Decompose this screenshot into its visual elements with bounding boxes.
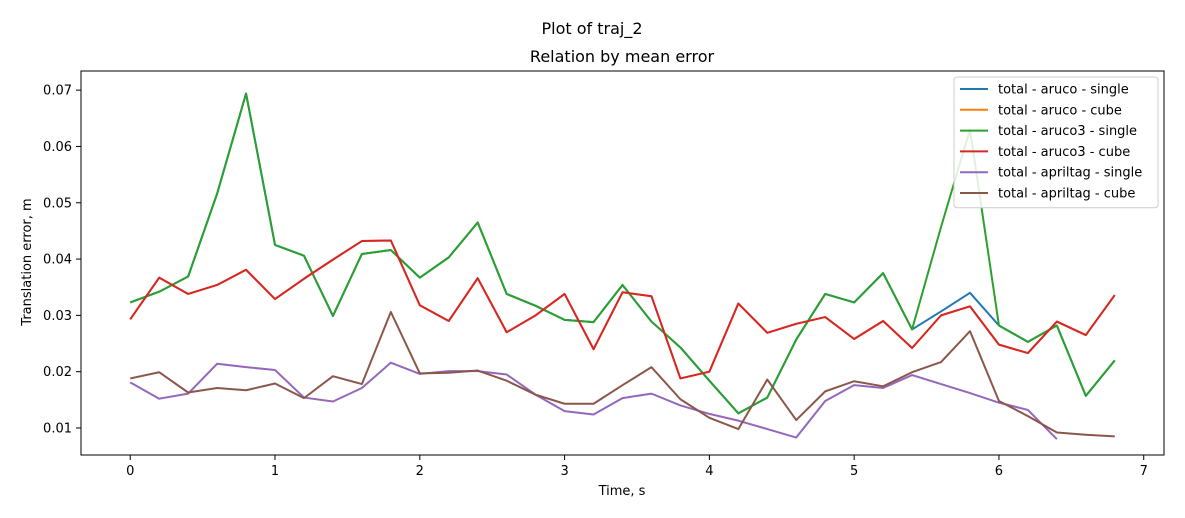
legend-box (953, 76, 1159, 209)
legend-label: total - apriltag - single (998, 166, 1142, 181)
y-tick-label: 0.01 (43, 421, 72, 436)
y-tick-label: 0.07 (43, 84, 72, 99)
x-axis-label: Time, s (598, 484, 646, 499)
plot-area: 0 1 2 3 4 5 6 7 0.01 0.02 0.03 0.04 0.05 0.06 0.07 (43, 70, 1165, 479)
series-line-3 (129, 239, 1116, 380)
legend-label: total - aruco3 - cube (998, 145, 1130, 160)
legend-label: total - apriltag - cube (998, 187, 1135, 202)
axes-frame (80, 70, 1165, 456)
y-tick-label: 0.02 (43, 365, 72, 380)
x-tick-label: 7 (1140, 464, 1148, 479)
x-tick-label: 4 (705, 464, 713, 479)
series-line-4 (129, 361, 1058, 440)
legend-label: total - aruco - cube (998, 103, 1122, 118)
y-tick-label: 0.05 (43, 196, 72, 211)
series-line-5 (130, 310, 1115, 438)
y-tick-label: 0.04 (43, 253, 72, 268)
x-tick-label: 1 (271, 464, 279, 479)
x-tick-label: 5 (850, 464, 858, 479)
legend: total - aruco - single total - aruco - cu… (953, 76, 1159, 209)
series-line-2 (129, 92, 1116, 415)
legend-label: total - aruco - single (998, 83, 1129, 98)
y-tick-label: 0.03 (43, 309, 72, 324)
figure-suptitle: Plot of traj_2 (541, 19, 642, 39)
x-tick-label: 3 (560, 464, 568, 479)
x-tick-label: 2 (416, 464, 424, 479)
y-axis-label: Translation error, m (20, 198, 35, 326)
chart-title: Relation by mean error (530, 47, 715, 66)
x-tick-label: 0 (126, 464, 134, 479)
y-tick-label: 0.06 (43, 140, 72, 155)
legend-label: total - aruco3 - single (998, 124, 1137, 139)
x-tick-label: 6 (995, 464, 1003, 479)
